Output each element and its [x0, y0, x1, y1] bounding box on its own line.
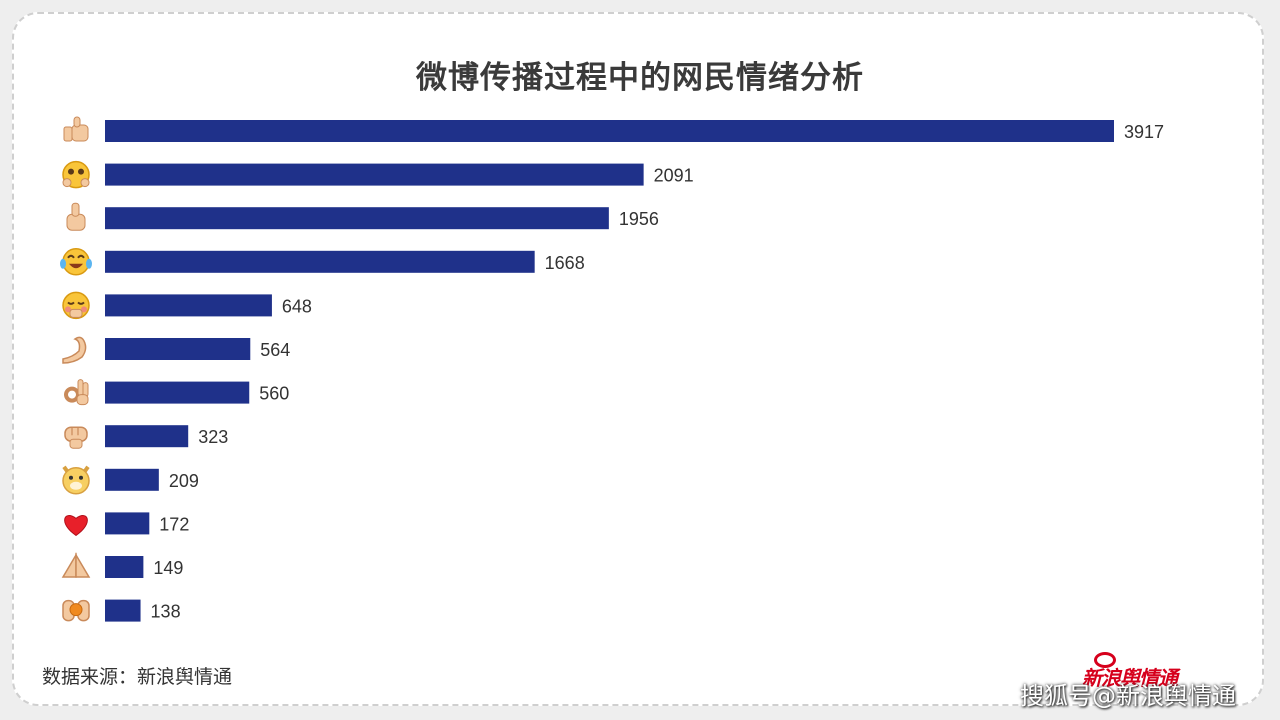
weibo-eye-icon — [1094, 652, 1116, 668]
bar — [105, 468, 159, 491]
bar — [105, 381, 250, 404]
bar-value-label: 323 — [198, 427, 228, 447]
thumb-icon — [66, 202, 86, 231]
bar-value-label: 1956 — [619, 209, 659, 229]
bar — [105, 556, 144, 578]
data-source-note: 数据来源：新浪舆情通 — [42, 666, 233, 688]
bar-value-label: 172 — [159, 514, 189, 534]
sina-yuqingtong-logo: 新浪舆情通 — [1078, 650, 1248, 690]
flexed-bicep-icon — [62, 336, 87, 364]
bar — [105, 512, 150, 535]
watermark: 搜狐号@新浪舆情通 — [1020, 682, 1236, 710]
bar-value-label: 564 — [260, 340, 290, 360]
doge-icon — [62, 465, 90, 495]
bar — [105, 120, 1114, 142]
brand-text: 新浪舆情通 — [1082, 666, 1178, 690]
blushing-face-icon — [62, 291, 90, 320]
bar-value-label: 1668 — [545, 253, 585, 273]
bar — [105, 163, 644, 186]
bar — [105, 294, 272, 317]
bar-value-label: 138 — [151, 602, 181, 622]
clapping-hands-icon — [62, 599, 90, 622]
bar — [105, 338, 251, 360]
fist-icon — [64, 426, 88, 449]
bar — [105, 599, 141, 622]
bar-value-label: 560 — [259, 384, 289, 404]
bar-value-label: 648 — [282, 296, 312, 316]
pray-icon — [61, 552, 91, 578]
bar — [105, 425, 189, 448]
thumbs-up-icon — [63, 116, 89, 142]
chart-title: 微博传播过程中的网民情绪分析 — [416, 60, 864, 96]
ok-hand-icon — [64, 379, 89, 406]
bar-value-label: 149 — [153, 558, 183, 578]
bar-value-label: 3917 — [1124, 122, 1164, 142]
bar-value-label: 209 — [169, 471, 199, 491]
hug-face-icon — [62, 160, 90, 189]
heart-icon — [64, 515, 88, 537]
laughing-crying-icon — [60, 248, 92, 276]
bar — [105, 207, 609, 230]
bar-value-label: 2091 — [654, 166, 694, 186]
bar — [105, 250, 535, 273]
